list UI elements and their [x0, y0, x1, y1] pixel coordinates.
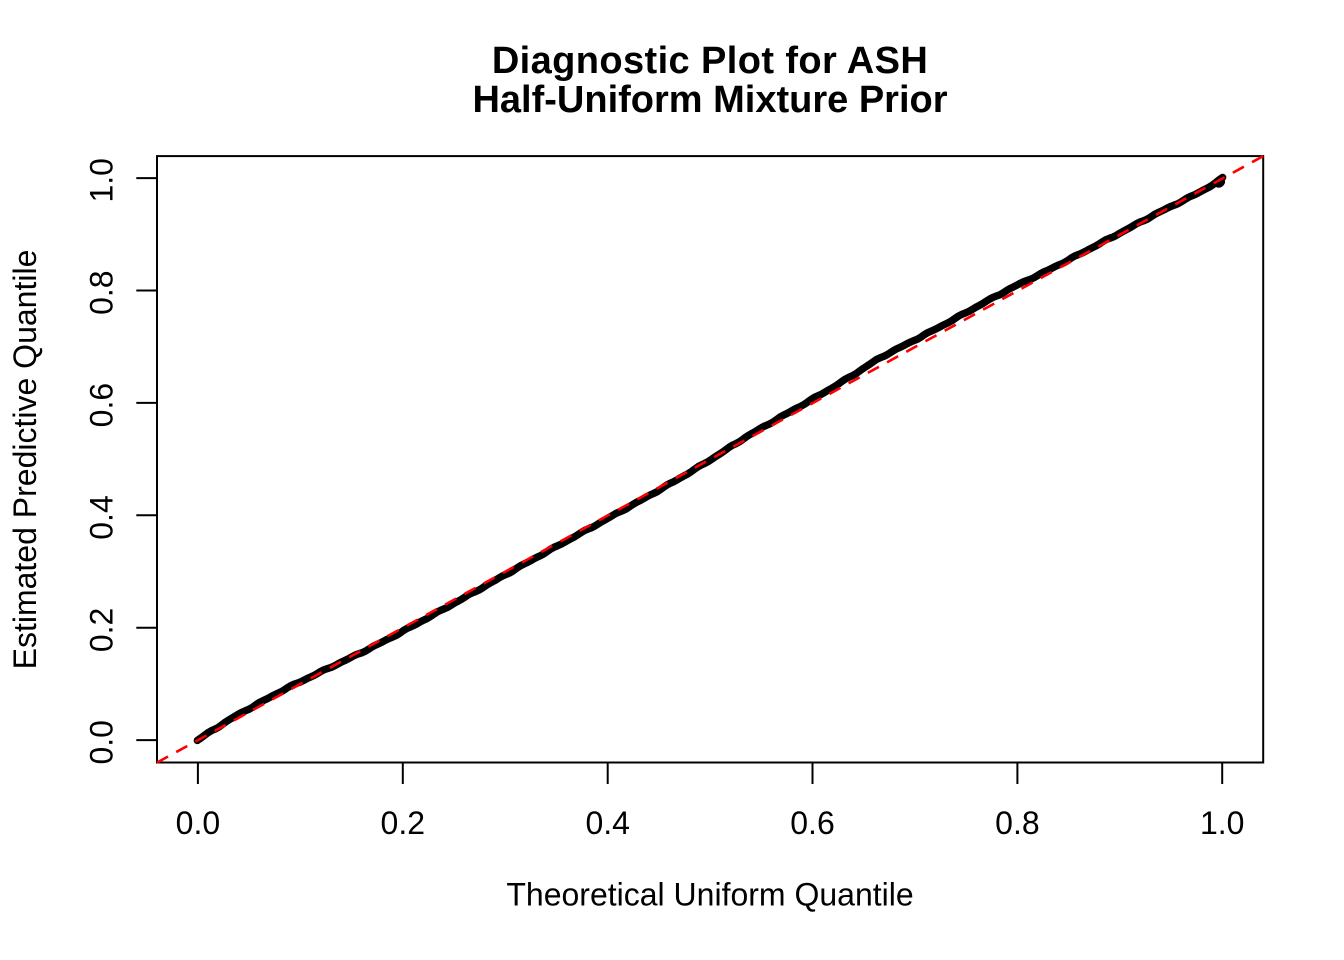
svg-text:0.4: 0.4 — [585, 805, 629, 841]
svg-text:1.0: 1.0 — [83, 158, 119, 202]
svg-text:0.6: 0.6 — [83, 383, 119, 427]
svg-text:Diagnostic Plot for ASH: Diagnostic Plot for ASH — [492, 40, 928, 82]
svg-text:0.2: 0.2 — [83, 608, 119, 652]
svg-text:0.8: 0.8 — [83, 270, 119, 314]
svg-text:0.0: 0.0 — [83, 720, 119, 764]
svg-text:Estimated Predictive Quantile: Estimated Predictive Quantile — [7, 250, 43, 670]
svg-text:0.4: 0.4 — [83, 495, 119, 539]
svg-text:0.6: 0.6 — [790, 805, 834, 841]
svg-text:Half-Uniform Mixture Prior: Half-Uniform Mixture Prior — [472, 79, 947, 121]
svg-text:0.8: 0.8 — [995, 805, 1039, 841]
svg-text:1.0: 1.0 — [1200, 805, 1244, 841]
svg-text:Theoretical Uniform Quantile: Theoretical Uniform Quantile — [506, 877, 913, 913]
svg-text:0.2: 0.2 — [381, 805, 425, 841]
svg-text:0.0: 0.0 — [176, 805, 220, 841]
